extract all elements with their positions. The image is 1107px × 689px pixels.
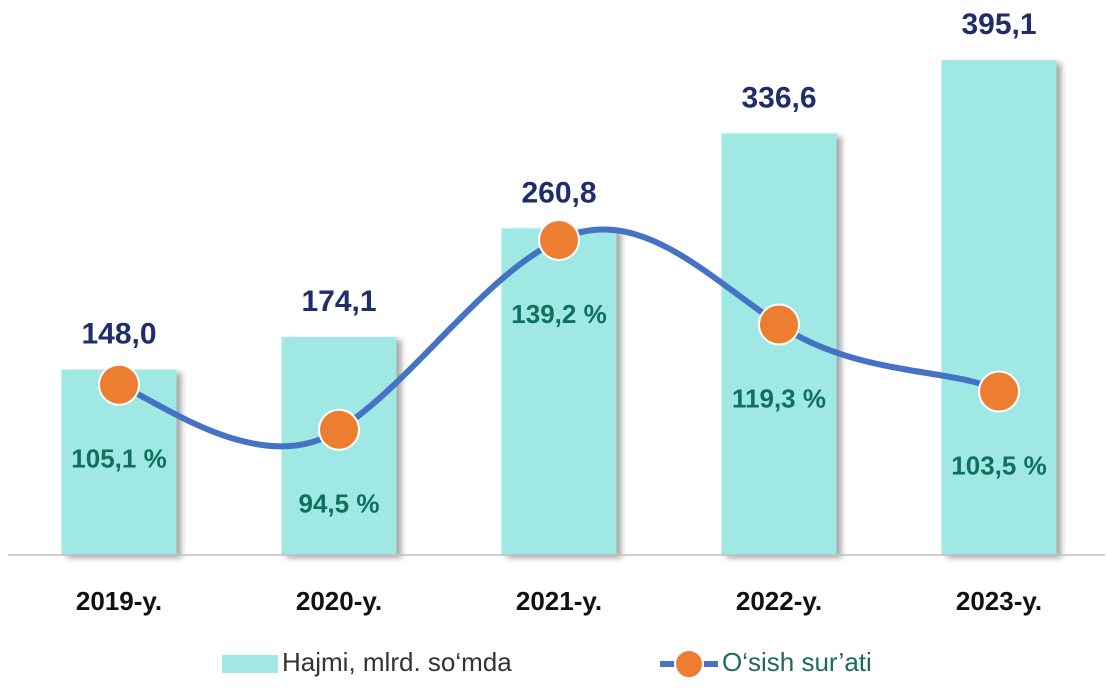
x-tick-label: 2021-y.: [516, 586, 602, 616]
legend-label: Hajmi, mlrd. so‘mda: [282, 647, 512, 677]
bar-value-label: 148,0: [81, 318, 156, 351]
line-marker: [98, 363, 140, 406]
line-value-label: 139,2 %: [511, 299, 606, 329]
bar-value-label: 260,8: [521, 176, 596, 209]
bar-value-label: 174,1: [301, 285, 376, 318]
bar-value-label: 336,6: [741, 81, 816, 114]
line-value-label: 103,5 %: [951, 450, 1046, 480]
legend-label: O‘sish sur’ati: [722, 647, 872, 677]
legend-swatch: [674, 649, 704, 679]
x-tick-label: 2019-y.: [76, 586, 162, 616]
x-tick-label: 2020-y.: [296, 586, 382, 616]
x-tick-label: 2023-y.: [956, 586, 1042, 616]
legend-swatch: [222, 655, 278, 673]
line-value-label: 94,5 %: [299, 489, 380, 519]
line-marker: [538, 218, 580, 261]
x-tick-label: 2022-y.: [736, 586, 822, 616]
line-value-label: 105,1 %: [71, 444, 166, 474]
bar-value-label: 395,1: [961, 8, 1036, 41]
bar: [501, 228, 617, 555]
line-marker: [758, 303, 800, 346]
bar: [941, 60, 1057, 556]
legend: Hajmi, mlrd. so‘mda O‘sish sur’ati: [222, 647, 872, 679]
line-marker: [318, 408, 360, 451]
line-marker: [978, 370, 1020, 413]
line-value-label: 119,3 %: [732, 383, 826, 413]
